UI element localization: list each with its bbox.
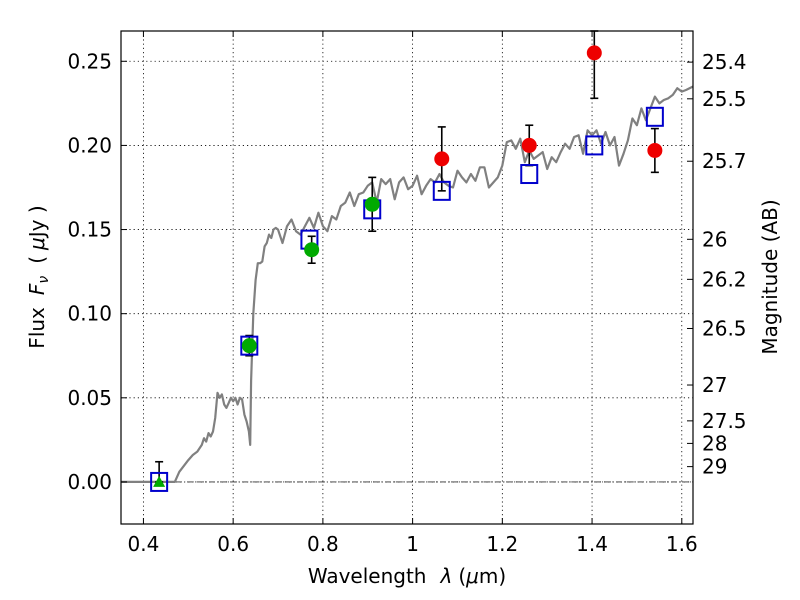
y-axis-title-unit-mu: μ	[25, 237, 49, 251]
x-tick-label-3: 1	[406, 532, 419, 556]
y2-axis-title: Magnitude (AB)	[758, 199, 782, 354]
y-tick-label-0: 0.00	[67, 470, 112, 494]
model-phot-square-6	[585, 135, 604, 156]
x-tick-label-4: 1.2	[486, 532, 518, 556]
nir-point-1	[521, 137, 537, 153]
nir-point-3	[647, 142, 663, 158]
optical-point-0	[241, 338, 257, 354]
optical-point-2	[364, 196, 380, 212]
grid	[121, 31, 693, 524]
mag-tick-label-9: 29	[702, 455, 727, 479]
y-axis-title: Flux Fν ( μJy )	[25, 205, 52, 348]
x-axis-title-symbol: λ	[439, 564, 452, 588]
nir-point-0	[434, 151, 450, 167]
mag-tick-label-1: 25.5	[702, 87, 747, 111]
y-axis-title-unit-open: (	[25, 256, 49, 264]
mag-tick-label-3: 26	[702, 227, 727, 251]
y-tick-label-3: 0.15	[67, 218, 112, 242]
x-axis-title-unit-rest: m)	[479, 564, 506, 588]
y-tick-label-5: 0.25	[67, 49, 112, 73]
x-axis-title-unit-open: (	[458, 564, 466, 588]
y-tick-label-1: 0.05	[67, 386, 112, 410]
y-tick-labels: 0.00 0.05 0.10 0.15 0.20 0.25	[67, 49, 112, 494]
mag-tick-label-5: 26.5	[702, 316, 747, 340]
x-tick-label-2: 0.8	[307, 532, 339, 556]
x-axis-title-unit-mu: μ	[465, 564, 479, 588]
model-phot-square-0	[150, 471, 169, 492]
model-phot-square-7	[645, 106, 664, 127]
y-tick-label-4: 0.20	[67, 133, 112, 157]
mag-tick-label-2: 25.7	[702, 149, 747, 173]
nir-point-2	[586, 45, 602, 61]
mag-tick-label-0: 25.4	[702, 50, 747, 74]
model-spectrum-line	[121, 85, 694, 483]
model-phot-square-4	[432, 180, 451, 201]
model-phot-square-5	[520, 164, 539, 185]
plot-frame	[120, 30, 694, 525]
x-tick-label-5: 1.4	[576, 532, 608, 556]
optical-point-1	[304, 242, 320, 258]
y-axis-title-subscript: ν	[36, 276, 52, 284]
x-tick-label-6: 1.6	[666, 532, 698, 556]
axis-ticks	[121, 31, 693, 524]
y-axis-title-unit-rest: Jy )	[25, 205, 49, 239]
x-tick-labels: 0.4 0.6 0.8 1 1.2 1.4 1.6	[128, 532, 698, 556]
model-spectrum	[121, 85, 694, 483]
x-tick-label-0: 0.4	[128, 532, 160, 556]
x-axis-title: Wavelength λ (μm)	[308, 564, 506, 588]
model-phot-square-1	[240, 335, 259, 356]
limit-triangle-0	[153, 475, 166, 487]
x-tick-label-1: 0.6	[217, 532, 249, 556]
error-bars	[155, 30, 659, 483]
mag-tick-label-6: 27	[702, 373, 727, 397]
y-axis-title-word: Flux	[25, 307, 49, 349]
y-tick-label-2: 0.10	[67, 302, 112, 326]
mag-tick-label-4: 26.2	[702, 267, 747, 291]
mag-tick-label-8: 28	[702, 431, 727, 455]
mag-tick-label-7: 27.5	[702, 409, 747, 433]
y-axis-title-symbol: F	[25, 283, 49, 295]
observed-photometry	[153, 45, 663, 487]
model-photometry	[150, 106, 664, 492]
x-axis-title-word: Wavelength	[308, 564, 427, 588]
